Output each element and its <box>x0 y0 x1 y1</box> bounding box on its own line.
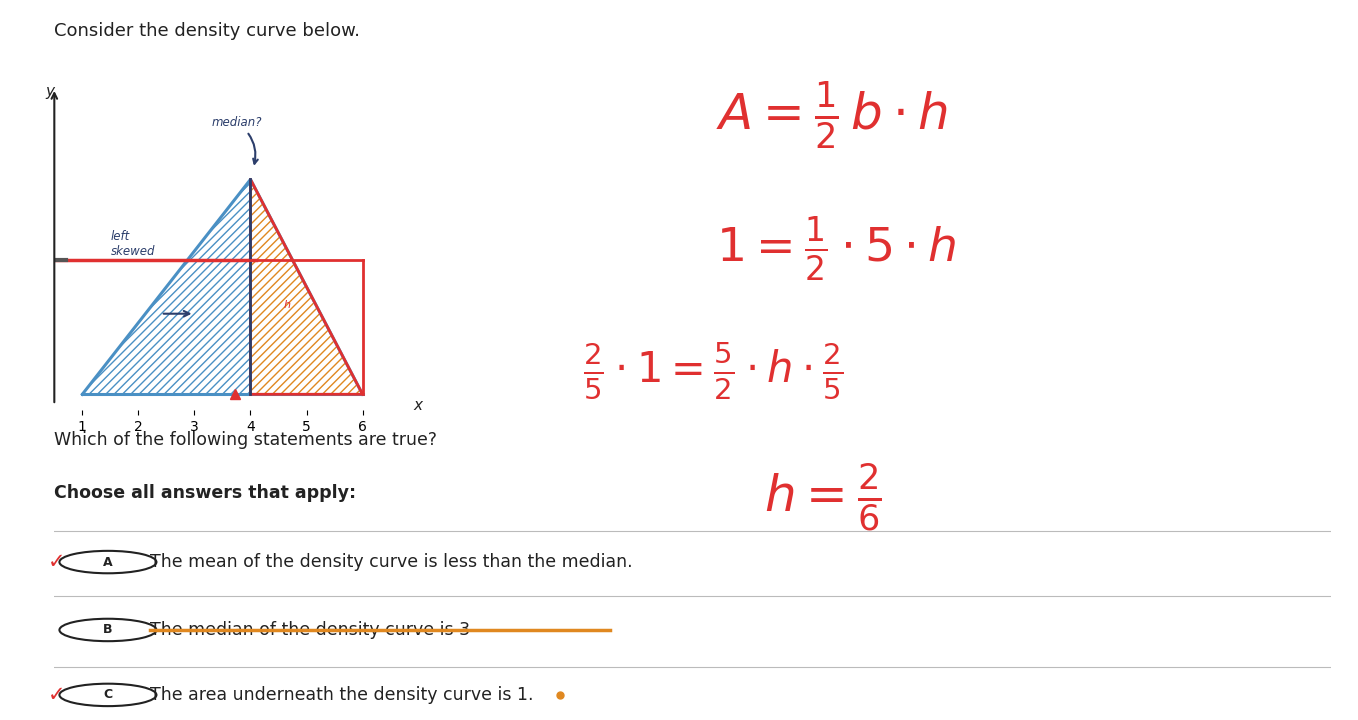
Text: $h = \frac{2}{6}$: $h = \frac{2}{6}$ <box>763 461 881 533</box>
Text: $\frac{2}{5} \cdot 1 = \frac{5}{2} \cdot h \cdot \frac{2}{5}$: $\frac{2}{5} \cdot 1 = \frac{5}{2} \cdot… <box>583 340 843 402</box>
Text: Consider the density curve below.: Consider the density curve below. <box>54 22 360 40</box>
Text: ✓: ✓ <box>48 552 65 572</box>
Text: Choose all answers that apply:: Choose all answers that apply: <box>54 484 356 502</box>
Text: left
skewed: left skewed <box>110 230 155 258</box>
Text: ✓: ✓ <box>48 685 65 705</box>
Text: median?: median? <box>212 116 262 163</box>
Text: The median of the density curve is 3: The median of the density curve is 3 <box>149 621 470 639</box>
Text: x: x <box>413 397 422 413</box>
Text: A: A <box>103 556 113 569</box>
Text: y: y <box>45 84 54 99</box>
Text: B: B <box>103 624 113 636</box>
Text: h: h <box>284 300 291 310</box>
Text: C: C <box>103 688 113 701</box>
Text: $1 = \frac{1}{2} \cdot 5 \cdot h$: $1 = \frac{1}{2} \cdot 5 \cdot h$ <box>717 215 957 284</box>
Text: $A = \frac{1}{2}\,b \cdot h$: $A = \frac{1}{2}\,b \cdot h$ <box>717 79 949 152</box>
Text: Which of the following statements are true?: Which of the following statements are tr… <box>54 431 437 449</box>
Text: The area underneath the density curve is 1.: The area underneath the density curve is… <box>149 686 534 704</box>
Text: The mean of the density curve is less than the median.: The mean of the density curve is less th… <box>149 553 633 571</box>
